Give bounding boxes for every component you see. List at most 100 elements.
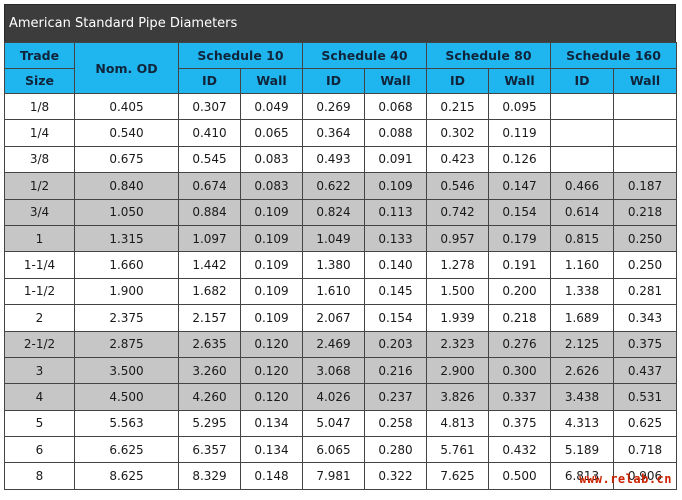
sch80-wall-cell: 0.500	[488, 462, 551, 490]
trade-size-cell: 1/8	[4, 92, 75, 121]
sch80-wall-cell: 0.126	[488, 145, 551, 174]
table-row: 3 3.500 3.260 0.120 3.068 0.216 2.900 0.300 2.62…	[4, 356, 677, 385]
sch80-wall-cell: 0.119	[488, 119, 551, 147]
nom-od-cell: 0.840	[74, 172, 179, 200]
sch160-wall-cell: 0.250	[613, 224, 677, 253]
sch10-wall-cell: 0.120	[240, 330, 303, 358]
sch80-id-cell: 0.546	[426, 172, 489, 200]
sch40-wall-cell: 0.280	[364, 436, 427, 464]
sch40-id-cell: 2.067	[302, 304, 365, 332]
trade-size-cell: 3/4	[4, 198, 75, 226]
trade-size-cell: 8	[4, 462, 75, 490]
sch40-wall-cell: 0.237	[364, 383, 427, 411]
sch40-wall-cell: 0.088	[364, 119, 427, 147]
sch40-id-cell: 1.380	[302, 251, 365, 279]
sch80-wall-cell: 0.154	[488, 198, 551, 226]
sch40-id-cell: 1.049	[302, 224, 365, 253]
sch10-id-cell: 1.442	[178, 251, 241, 279]
sch80-id-cell: 1.278	[426, 251, 489, 279]
sch160-id-cell: 2.626	[550, 356, 614, 385]
sch160-wall-cell: 0.187	[613, 172, 677, 200]
table-row: 2-1/2 2.875 2.635 0.120 2.469 0.203 2.323 0.276…	[4, 330, 677, 358]
sch40-id-cell: 3.068	[302, 356, 365, 385]
sch10-wall-cell: 0.148	[240, 462, 303, 490]
nom-od-cell: 1.660	[74, 251, 179, 279]
sch80-id-cell: 4.813	[426, 409, 489, 438]
sch80-wall-cell: 0.375	[488, 409, 551, 438]
sch10-wall-cell: 0.065	[240, 119, 303, 147]
sch40-id-cell: 4.026	[302, 383, 365, 411]
header-wall: Wall	[364, 67, 427, 94]
sch10-wall-cell: 0.083	[240, 145, 303, 174]
sch80-wall-cell: 0.276	[488, 330, 551, 358]
table-row: 3/8 0.675 0.545 0.083 0.493 0.091 0.423 0.126	[4, 145, 677, 174]
sch10-id-cell: 0.410	[178, 119, 241, 147]
sch160-wall-cell: 0.437	[613, 356, 677, 385]
sch80-id-cell: 1.939	[426, 304, 489, 332]
header-trade: Trade	[4, 42, 75, 69]
nom-od-cell: 1.050	[74, 198, 179, 226]
sch40-wall-cell: 0.140	[364, 251, 427, 279]
nom-od-cell: 0.540	[74, 119, 179, 147]
sch40-wall-cell: 0.203	[364, 330, 427, 358]
header-wall: Wall	[240, 67, 303, 94]
sch80-id-cell: 1.500	[426, 277, 489, 306]
sch10-wall-cell: 0.083	[240, 172, 303, 200]
sch80-wall-cell: 0.200	[488, 277, 551, 306]
sch80-wall-cell: 0.300	[488, 356, 551, 385]
sch40-wall-cell: 0.068	[364, 92, 427, 121]
sch80-wall-cell: 0.147	[488, 172, 551, 200]
sch160-id-cell: 0.614	[550, 198, 614, 226]
sch10-id-cell: 1.682	[178, 277, 241, 306]
sch80-id-cell: 3.826	[426, 383, 489, 411]
sch10-id-cell: 2.635	[178, 330, 241, 358]
sch10-wall-cell: 0.134	[240, 436, 303, 464]
sch80-id-cell: 0.423	[426, 145, 489, 174]
sch40-id-cell: 0.824	[302, 198, 365, 226]
header-size: Size	[4, 67, 75, 94]
table-row: 1-1/4 1.660 1.442 0.109 1.380 0.140 1.278 0.191…	[4, 251, 677, 279]
sch160-id-cell: 6.813	[550, 462, 614, 490]
trade-size-cell: 1	[4, 224, 75, 253]
sch10-id-cell: 2.157	[178, 304, 241, 332]
header-nom-od: Nom. OD	[74, 42, 179, 94]
table-row: 1 1.315 1.097 0.109 1.049 0.133 0.957 0.179 0.81…	[4, 224, 677, 253]
trade-size-cell: 3/8	[4, 145, 75, 174]
trade-size-cell: 1-1/2	[4, 277, 75, 306]
table-row: 8 8.625 8.329 0.148 7.981 0.322 7.625 0.500 6.81…	[4, 462, 677, 490]
sch160-wall-cell: 0.531	[613, 383, 677, 411]
sch160-id-cell: 3.438	[550, 383, 614, 411]
sch80-wall-cell: 0.179	[488, 224, 551, 253]
sch10-wall-cell: 0.120	[240, 356, 303, 385]
table-row: 1/2 0.840 0.674 0.083 0.622 0.109 0.546 0.147 0.…	[4, 172, 677, 200]
sch160-id-cell: 1.689	[550, 304, 614, 332]
sch10-wall-cell: 0.109	[240, 224, 303, 253]
sch160-id-cell: 1.160	[550, 251, 614, 279]
table-row: 5 5.563 5.295 0.134 5.047 0.258 4.813 0.375 4.31…	[4, 409, 677, 438]
sch40-id-cell: 7.981	[302, 462, 365, 490]
nom-od-cell: 2.875	[74, 330, 179, 358]
sch160-wall-cell: 0.281	[613, 277, 677, 306]
sch40-id-cell: 1.610	[302, 277, 365, 306]
trade-size-cell: 1/4	[4, 119, 75, 147]
sch80-id-cell: 0.957	[426, 224, 489, 253]
table-row: 4 4.500 4.260 0.120 4.026 0.237 3.826 0.337 3.43…	[4, 383, 677, 411]
sch40-wall-cell: 0.154	[364, 304, 427, 332]
nom-od-cell: 2.375	[74, 304, 179, 332]
sch10-wall-cell: 0.120	[240, 383, 303, 411]
sch10-id-cell: 0.674	[178, 172, 241, 200]
sch10-id-cell: 1.097	[178, 224, 241, 253]
sch160-wall-cell: 0.250	[613, 251, 677, 279]
sch40-id-cell: 0.622	[302, 172, 365, 200]
sch40-wall-cell: 0.113	[364, 198, 427, 226]
header-id: ID	[550, 67, 614, 94]
sch40-id-cell: 6.065	[302, 436, 365, 464]
sch160-id-cell: 4.313	[550, 409, 614, 438]
sch80-id-cell: 0.215	[426, 92, 489, 121]
sch80-wall-cell: 0.337	[488, 383, 551, 411]
sch160-wall-cell: 0.375	[613, 330, 677, 358]
sch40-wall-cell: 0.145	[364, 277, 427, 306]
sch10-id-cell: 3.260	[178, 356, 241, 385]
nom-od-cell: 8.625	[74, 462, 179, 490]
sch80-wall-cell: 0.191	[488, 251, 551, 279]
